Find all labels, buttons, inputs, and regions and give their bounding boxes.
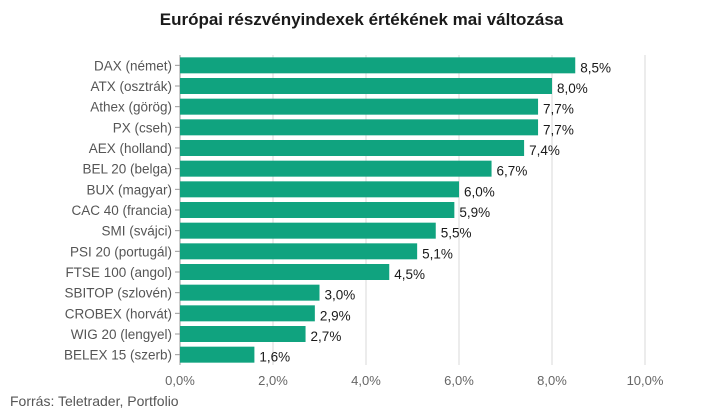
category-label: CAC 40 (francia) bbox=[71, 203, 172, 218]
bar bbox=[180, 202, 455, 218]
category-label: CROBEX (horvát) bbox=[65, 306, 172, 321]
x-tick-label: 0,0% bbox=[165, 373, 195, 388]
value-label: 7,7% bbox=[543, 122, 574, 137]
value-label: 6,0% bbox=[464, 184, 495, 199]
bar bbox=[180, 57, 576, 74]
value-label: 7,7% bbox=[543, 102, 574, 117]
bar bbox=[180, 160, 492, 177]
category-label: PX (cseh) bbox=[113, 120, 172, 135]
x-tick-label: 2,0% bbox=[258, 373, 288, 388]
bar bbox=[180, 222, 436, 239]
bar bbox=[180, 181, 459, 198]
category-label: BELEX 15 (szerb) bbox=[64, 348, 172, 363]
labels: 0,0% 2,0% 4,0% 6,0% 8,0% 10,0% DAX (német) 8,5%… bbox=[64, 58, 664, 388]
value-label: 6,7% bbox=[497, 164, 528, 179]
value-label: 3,0% bbox=[325, 288, 356, 303]
category-label: PSI 20 (portugál) bbox=[70, 244, 172, 259]
x-tick-label: 6,0% bbox=[444, 373, 474, 388]
bar bbox=[180, 243, 418, 260]
category-label: Athex (görög) bbox=[90, 100, 172, 115]
category-label: DAX (német) bbox=[94, 58, 172, 73]
x-tick-label: 8,0% bbox=[537, 373, 567, 388]
x-tick-label: 4,0% bbox=[351, 373, 381, 388]
value-label: 5,5% bbox=[441, 226, 472, 241]
bar bbox=[180, 346, 255, 363]
category-label: ATX (osztrák) bbox=[90, 79, 172, 94]
bar bbox=[180, 98, 539, 115]
y-axis bbox=[175, 55, 181, 365]
value-label: 7,4% bbox=[529, 143, 560, 158]
bar bbox=[180, 264, 390, 280]
category-label: AEX (holland) bbox=[89, 141, 172, 156]
bar bbox=[180, 305, 315, 322]
value-label: 8,0% bbox=[557, 81, 588, 96]
bar bbox=[180, 119, 539, 136]
value-label: 1,6% bbox=[259, 350, 290, 365]
bar bbox=[180, 140, 525, 156]
value-label: 4,5% bbox=[394, 267, 425, 282]
category-label: BUX (magyar) bbox=[86, 182, 172, 197]
bars bbox=[180, 57, 576, 363]
category-label: FTSE 100 (angol) bbox=[65, 265, 172, 280]
bar bbox=[180, 284, 320, 301]
chart-title: Európai részvényindexek értékének mai vá… bbox=[159, 10, 564, 29]
value-label: 8,5% bbox=[580, 60, 611, 75]
value-label: 2,9% bbox=[320, 308, 351, 323]
x-tick-label: 10,0% bbox=[627, 373, 664, 388]
value-label: 5,9% bbox=[459, 205, 490, 220]
category-label: BEL 20 (belga) bbox=[82, 162, 172, 177]
source-note: Forrás: Teletrader, Portfolio bbox=[10, 393, 179, 409]
category-label: WIG 20 (lengyel) bbox=[71, 327, 172, 342]
category-label: SBITOP (szlovén) bbox=[64, 286, 172, 301]
bar bbox=[180, 78, 552, 94]
bar bbox=[180, 326, 306, 342]
value-label: 5,1% bbox=[422, 246, 453, 261]
category-label: SMI (svájci) bbox=[102, 224, 173, 239]
value-label: 2,7% bbox=[311, 329, 342, 344]
